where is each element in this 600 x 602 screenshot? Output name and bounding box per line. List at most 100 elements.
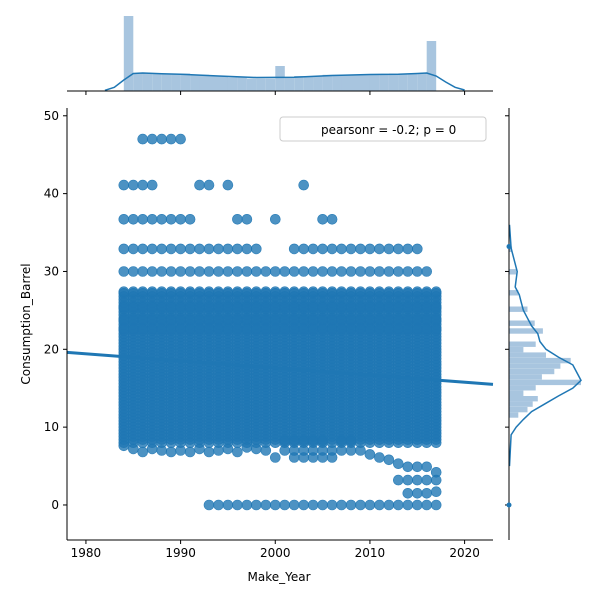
top-hist-bar xyxy=(142,73,153,91)
data-point xyxy=(156,314,167,326)
data-point xyxy=(374,452,385,463)
data-point xyxy=(260,323,272,335)
data-point xyxy=(175,286,186,298)
x-axis-label: Make_Year xyxy=(247,570,310,584)
right-hist-bar xyxy=(509,374,542,380)
data-point xyxy=(241,243,253,255)
data-point xyxy=(411,243,423,255)
data-point xyxy=(326,266,338,277)
data-point xyxy=(175,266,186,277)
data-point xyxy=(298,286,310,298)
data-point xyxy=(194,301,205,313)
data-point xyxy=(307,286,319,298)
data-point xyxy=(307,266,319,277)
top-hist-bar xyxy=(275,66,285,91)
data-point xyxy=(326,314,338,326)
data-point xyxy=(269,452,281,463)
data-point xyxy=(326,286,338,298)
top-hist-bar xyxy=(256,78,266,91)
data-point xyxy=(402,499,414,511)
regression-line xyxy=(66,350,494,386)
data-point xyxy=(317,286,328,298)
data-point xyxy=(175,445,186,456)
right-hist-bar xyxy=(509,347,524,353)
data-point xyxy=(241,323,253,335)
data-point xyxy=(411,314,423,326)
top-hist-bar xyxy=(303,76,314,91)
data-point xyxy=(222,179,234,191)
data-point xyxy=(156,243,167,255)
data-point xyxy=(421,266,433,277)
y-tick-label: 20 xyxy=(44,342,59,356)
data-point xyxy=(269,301,281,313)
right-hist-bar xyxy=(509,401,533,407)
data-point xyxy=(345,286,357,298)
data-point xyxy=(336,243,347,255)
data-point xyxy=(421,323,433,335)
data-point xyxy=(269,286,281,298)
top-hist-bar xyxy=(123,16,134,91)
data-point xyxy=(194,323,205,335)
data-point xyxy=(137,133,148,145)
top-hist-bar xyxy=(332,74,342,92)
data-point xyxy=(260,286,272,298)
data-point xyxy=(175,314,186,326)
data-point xyxy=(194,243,205,255)
data-point xyxy=(241,499,253,511)
data-point xyxy=(260,314,272,326)
right-hist-bar xyxy=(509,390,524,396)
y-axis-label: Consumption_Barrel xyxy=(19,263,33,384)
data-point xyxy=(383,286,395,298)
data-point xyxy=(298,301,310,313)
data-point xyxy=(421,286,433,298)
data-point xyxy=(250,301,262,313)
data-point xyxy=(336,314,347,326)
data-point xyxy=(355,243,366,255)
data-point xyxy=(307,435,319,447)
data-point xyxy=(128,179,139,191)
data-point xyxy=(128,301,139,313)
data-point xyxy=(336,323,347,335)
data-point xyxy=(194,314,205,326)
data-point xyxy=(355,286,366,298)
data-point xyxy=(128,443,139,455)
data-point xyxy=(383,243,395,255)
data-point xyxy=(279,323,291,335)
data-point xyxy=(307,301,319,313)
right-hist-bar xyxy=(509,306,528,312)
data-point xyxy=(146,243,158,255)
data-point xyxy=(392,266,404,277)
scatter-plot-area xyxy=(66,133,494,511)
data-point xyxy=(184,243,196,255)
data-point xyxy=(222,314,234,326)
right-hist-bar xyxy=(509,406,528,413)
data-point xyxy=(374,243,385,255)
data-point xyxy=(317,499,328,511)
data-point xyxy=(383,301,395,313)
top-hist-bar xyxy=(199,74,209,92)
data-point xyxy=(307,445,319,456)
data-point xyxy=(156,266,167,277)
data-point xyxy=(374,266,385,277)
right-hist-bar xyxy=(509,368,555,375)
scatter-points xyxy=(118,133,442,511)
data-point xyxy=(392,323,404,335)
data-point xyxy=(146,301,158,313)
data-point xyxy=(165,446,177,458)
right-hist-bar xyxy=(509,412,519,418)
data-point xyxy=(411,474,423,486)
data-point xyxy=(317,314,328,326)
data-point xyxy=(317,266,328,277)
data-point xyxy=(250,323,262,335)
data-point xyxy=(232,323,243,335)
top-hist-bar xyxy=(360,74,370,92)
data-point xyxy=(392,474,404,486)
data-point xyxy=(250,266,262,277)
data-point xyxy=(222,499,234,511)
data-point xyxy=(184,446,196,458)
data-point xyxy=(317,435,328,447)
data-point xyxy=(165,314,177,326)
top-hist-bar xyxy=(227,77,238,91)
data-point xyxy=(241,442,253,453)
data-point xyxy=(203,499,215,511)
